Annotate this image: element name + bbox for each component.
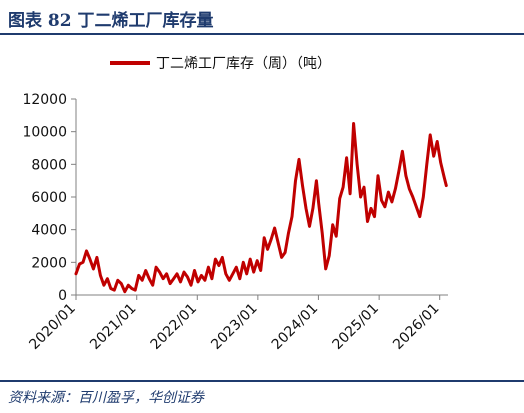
y-tick-label: 2000 (31, 255, 67, 271)
y-tick-label: 12000 (22, 92, 67, 108)
source-note: 资料来源：百川盈孚，华创证券 (8, 390, 204, 406)
y-tick-label: 6000 (31, 190, 67, 206)
legend-label: 丁二烯工厂库存（周）（吨） (156, 56, 331, 72)
series-line (74, 122, 448, 294)
plot-area (74, 122, 448, 294)
x-tick-label: 2020/01 (26, 301, 78, 353)
y-tick-label: 0 (58, 288, 67, 304)
legend: 丁二烯工厂库存（周）（吨） (110, 56, 331, 72)
y-axis: 0 2000 4000 6000 8000 10000 12000 (22, 92, 77, 304)
x-tick-label: 2021/01 (87, 301, 139, 353)
x-tick-label: 2023/01 (208, 301, 260, 353)
y-tick-label: 8000 (31, 157, 67, 173)
line-chart: 丁二烯工厂库存（周）（吨） 0 2000 4000 6000 8000 10000 1200… (22, 56, 448, 353)
figure-title: 图表 82 丁二烯工厂库存量 (8, 11, 214, 31)
x-axis: 2020/01 2021/01 2022/01 2023/01 2024/01 2025/… (26, 294, 448, 353)
y-tick-label: 4000 (31, 223, 67, 239)
x-tick-label: 2026/01 (390, 301, 442, 353)
y-tick-label: 10000 (22, 125, 67, 141)
figure-header: 图表 82 丁二烯工厂库存量 (0, 0, 524, 34)
x-tick-label: 2022/01 (148, 301, 200, 353)
footer-rule (0, 380, 524, 382)
header-rule (0, 33, 524, 35)
x-tick-label: 2025/01 (330, 301, 382, 353)
x-tick-label: 2024/01 (269, 301, 321, 353)
